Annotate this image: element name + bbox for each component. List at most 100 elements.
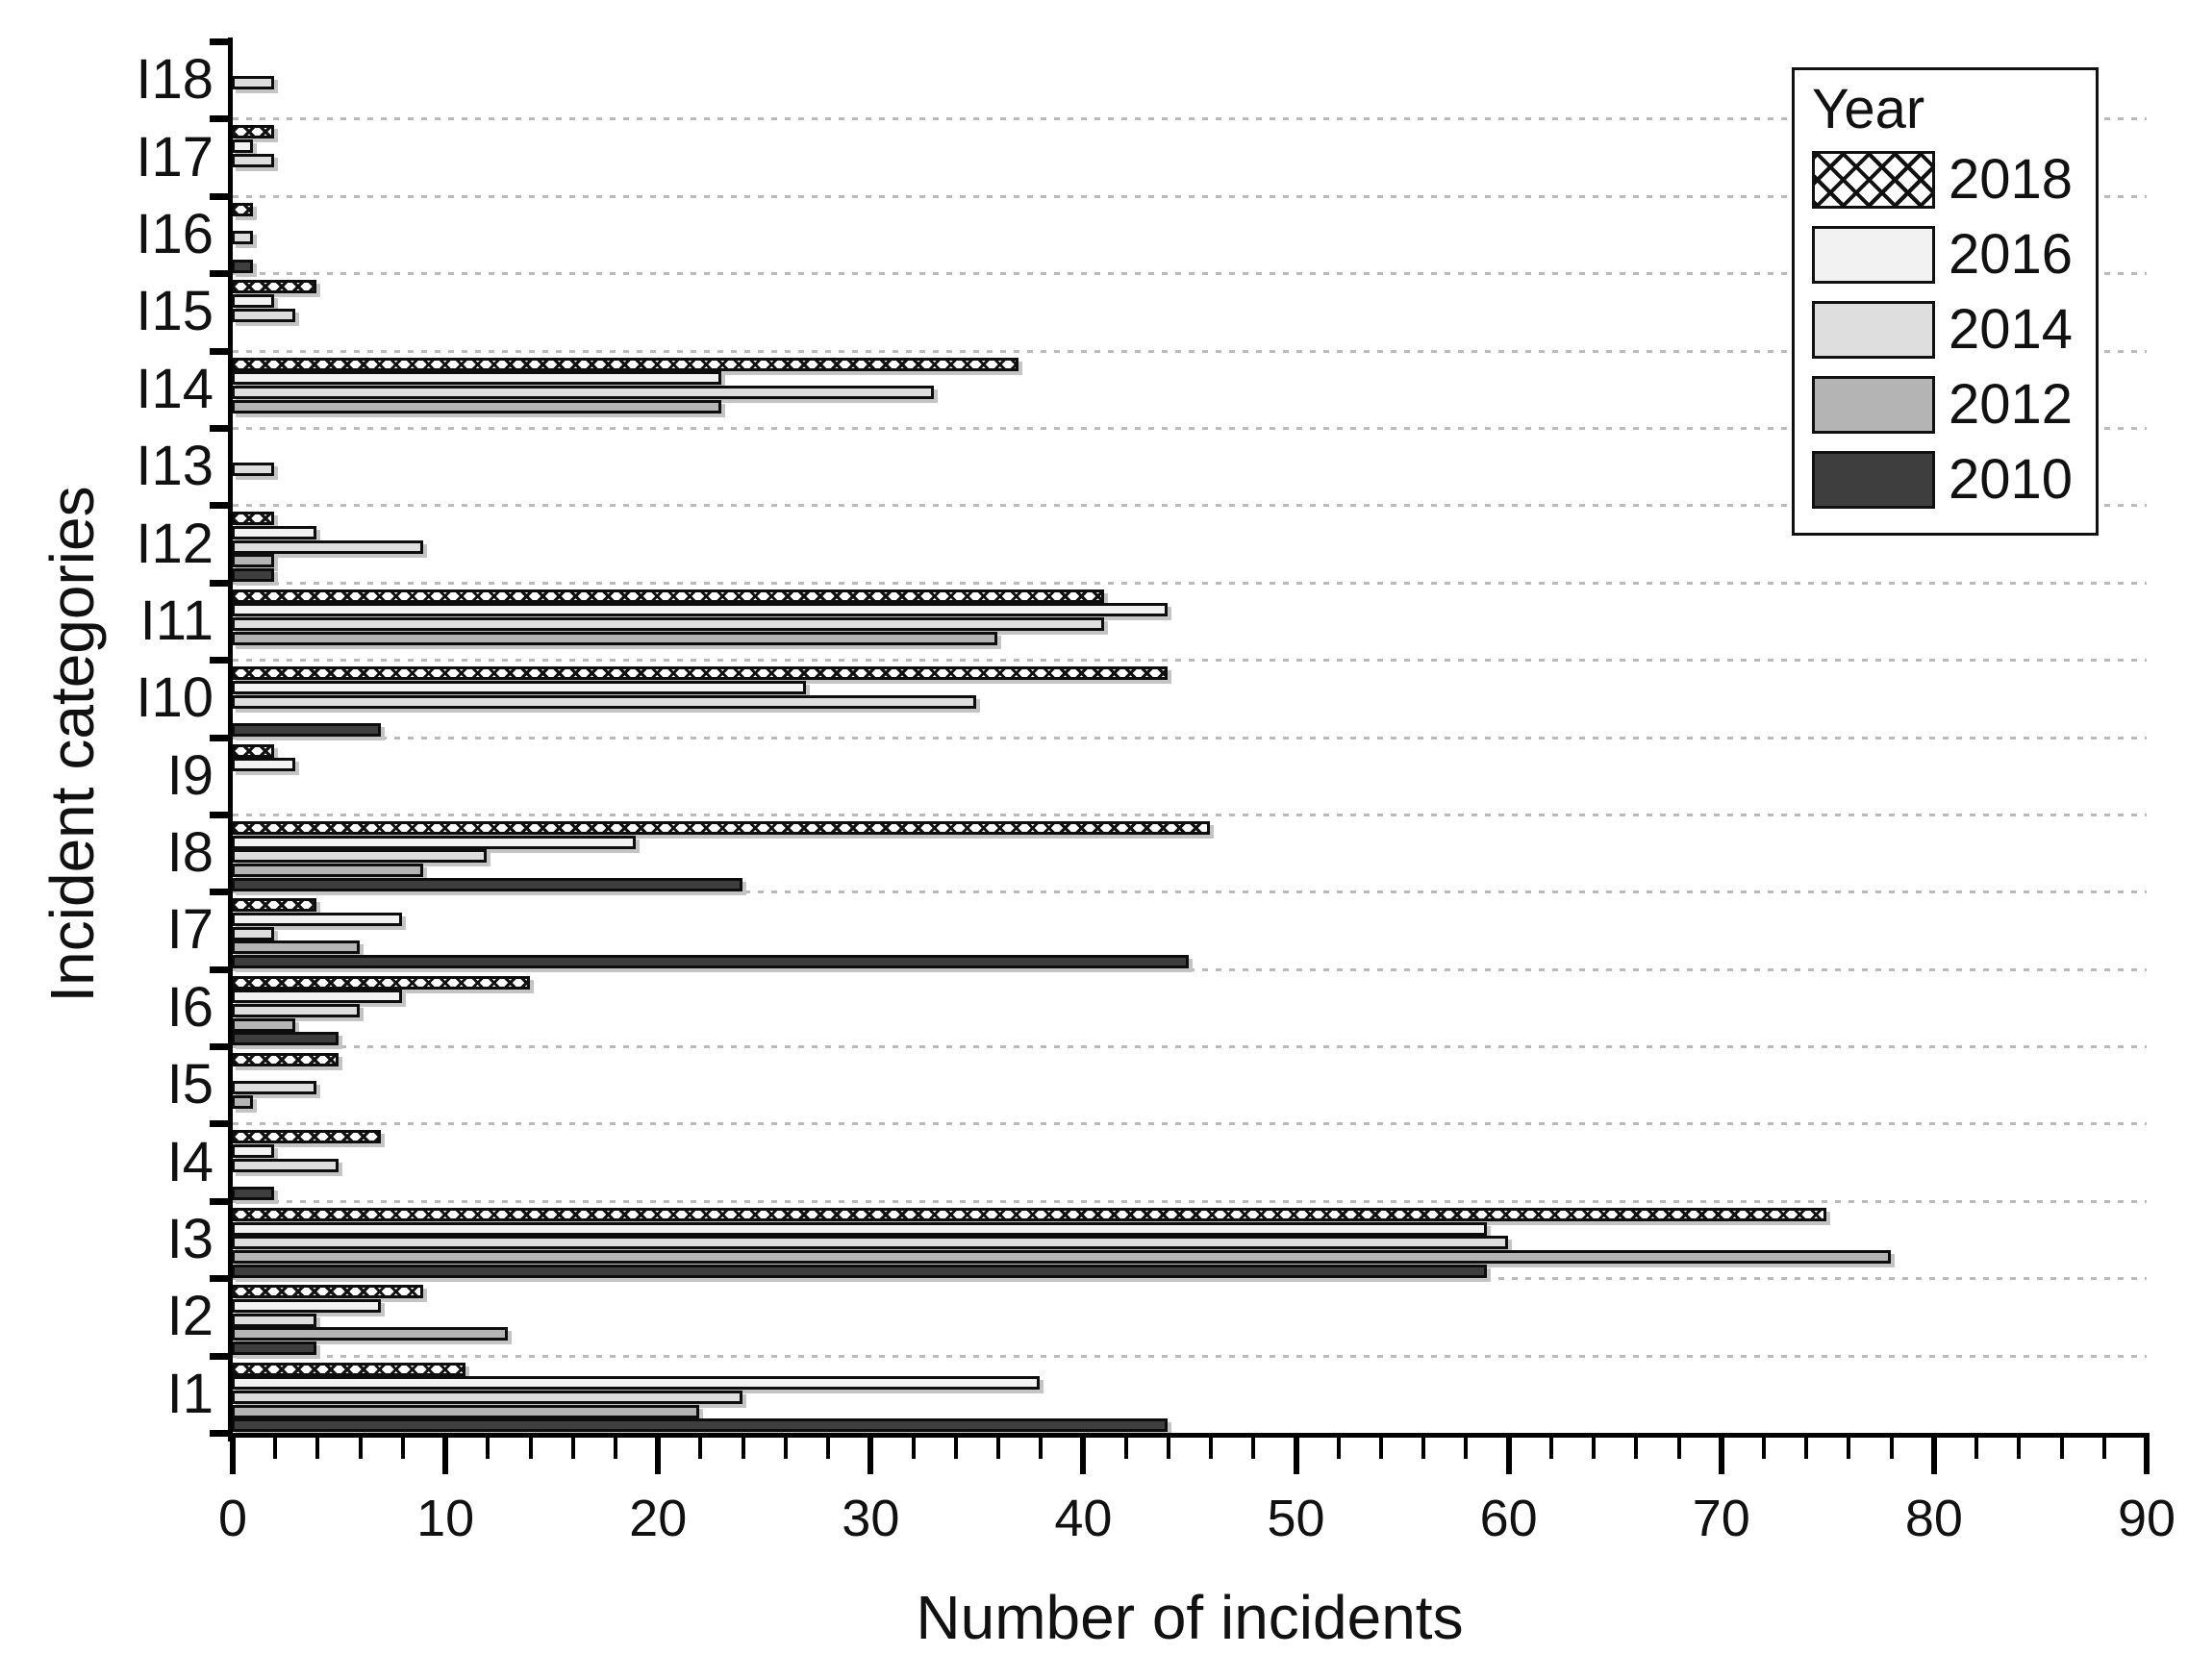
- x-axis-title: Number of incidents: [916, 1583, 1464, 1652]
- bar-I11-2014: [232, 617, 1104, 632]
- legend-entry-2010: 2010: [1812, 442, 2096, 517]
- legend-swatch-2018: [1812, 150, 1935, 209]
- y-axis-tick: [210, 115, 231, 123]
- bar-I3-2012: [232, 1249, 1891, 1264]
- x-axis-major-tick: [655, 1438, 662, 1474]
- category-label-I17: I17: [136, 125, 214, 188]
- bar-I1-2010: [232, 1418, 1168, 1433]
- bar-I16-2018: [232, 202, 254, 216]
- category-label-I9: I9: [166, 743, 214, 807]
- bar-I11-2012: [232, 631, 997, 645]
- bar-I1-2016: [232, 1376, 1041, 1391]
- x-axis-minor-tick: [826, 1438, 831, 1459]
- bar-I3-2016: [232, 1221, 1487, 1236]
- y-axis-tick: [210, 889, 231, 896]
- bar-I2-2018: [232, 1285, 423, 1299]
- gridline: [233, 272, 2147, 276]
- category-label-I2: I2: [166, 1285, 214, 1348]
- gridline: [233, 581, 2147, 585]
- bar-I8-2014: [232, 849, 488, 864]
- legend-entry-2012: 2012: [1812, 367, 2096, 442]
- bar-I2-2012: [232, 1327, 509, 1341]
- x-axis-major-tick: [868, 1438, 874, 1474]
- x-axis-minor-tick: [400, 1438, 405, 1459]
- bar-I6-2016: [232, 990, 402, 1004]
- x-axis-minor-tick: [528, 1438, 533, 1459]
- bar-I1-2018: [232, 1362, 466, 1376]
- bar-I14-2016: [232, 371, 721, 386]
- y-axis-tick: [210, 270, 231, 278]
- y-axis-tick: [210, 424, 231, 432]
- gridline: [233, 504, 2147, 508]
- legend-title: Year: [1812, 78, 1925, 140]
- x-axis-major-tick: [230, 1438, 236, 1474]
- x-axis-minor-tick: [1974, 1438, 1979, 1459]
- x-axis-major-tick: [2144, 1438, 2150, 1474]
- x-axis-minor-tick: [783, 1438, 788, 1459]
- category-label-I15: I15: [136, 280, 214, 343]
- x-tick-label-90: 90: [2117, 1490, 2176, 1547]
- bar-I14-2018: [232, 357, 1019, 371]
- x-axis-minor-tick: [1039, 1438, 1044, 1459]
- bar-I10-2016: [232, 680, 806, 694]
- bar-I17-2018: [232, 125, 275, 139]
- bar-I15-2018: [232, 280, 317, 294]
- legend-entries: 2018 2016 2014 2012 2010: [1812, 142, 2096, 517]
- y-axis-tick: [210, 579, 231, 587]
- x-tick-label-60: 60: [1479, 1490, 1538, 1547]
- x-axis-minor-tick: [1336, 1438, 1341, 1459]
- bar-I16-2010: [232, 259, 254, 273]
- x-axis-major-tick: [1505, 1438, 1512, 1474]
- legend-swatch-2012: [1812, 375, 1935, 434]
- gridline: [233, 736, 2147, 740]
- x-axis-minor-tick: [486, 1438, 490, 1459]
- x-axis-minor-tick: [315, 1438, 320, 1459]
- legend-label-2018: 2018: [1949, 147, 2074, 211]
- bar-I18-2014: [232, 76, 275, 90]
- bar-I12-2014: [232, 539, 423, 554]
- legend-swatch-2014: [1812, 300, 1935, 359]
- bar-I5-2014: [232, 1081, 317, 1095]
- x-axis-minor-tick: [273, 1438, 278, 1459]
- gridline: [233, 117, 2147, 121]
- x-axis-minor-tick: [2101, 1438, 2106, 1459]
- x-axis-minor-tick: [1379, 1438, 1383, 1459]
- legend-swatch-2010: [1812, 450, 1935, 509]
- x-tick-label-10: 10: [416, 1490, 475, 1547]
- legend-label-2014: 2014: [1949, 297, 2074, 361]
- x-axis-major-tick: [1930, 1438, 1937, 1474]
- x-axis-minor-tick: [741, 1438, 745, 1459]
- x-axis-minor-tick: [1464, 1438, 1469, 1459]
- bar-I2-2010: [232, 1341, 317, 1356]
- gridline: [233, 194, 2147, 198]
- y-axis-tick: [210, 1352, 231, 1360]
- x-axis-minor-tick: [1421, 1438, 1426, 1459]
- gridline: [233, 1045, 2147, 1049]
- bar-I8-2012: [232, 863, 423, 877]
- category-label-I14: I14: [136, 357, 214, 420]
- gridline: [233, 349, 2147, 353]
- bar-I6-2014: [232, 1004, 360, 1018]
- x-axis-line: [228, 1433, 2150, 1438]
- x-axis-minor-tick: [996, 1438, 1000, 1459]
- bar-I13-2014: [232, 463, 275, 477]
- legend-label-2012: 2012: [1949, 372, 2074, 436]
- category-label-I11: I11: [139, 589, 214, 652]
- bar-I7-2016: [232, 912, 402, 926]
- bar-I10-2010: [232, 722, 381, 737]
- bar-I5-2018: [232, 1053, 339, 1067]
- x-axis-major-tick: [1293, 1438, 1299, 1474]
- bar-I4-2018: [232, 1130, 381, 1144]
- legend-entry-2016: 2016: [1812, 217, 2096, 292]
- gridline: [233, 1199, 2147, 1203]
- y-axis-tick: [210, 734, 231, 741]
- category-label-I18: I18: [136, 48, 214, 112]
- x-axis-minor-tick: [1634, 1438, 1639, 1459]
- legend: Year 2018 2016 2014 2012 2010: [1792, 67, 2099, 536]
- y-axis-tick: [210, 502, 231, 510]
- bar-I9-2016: [232, 758, 296, 772]
- x-tick-label-0: 0: [217, 1490, 248, 1547]
- bar-I1-2012: [232, 1404, 700, 1418]
- category-label-I4: I4: [166, 1130, 214, 1193]
- bar-I6-2012: [232, 1017, 296, 1032]
